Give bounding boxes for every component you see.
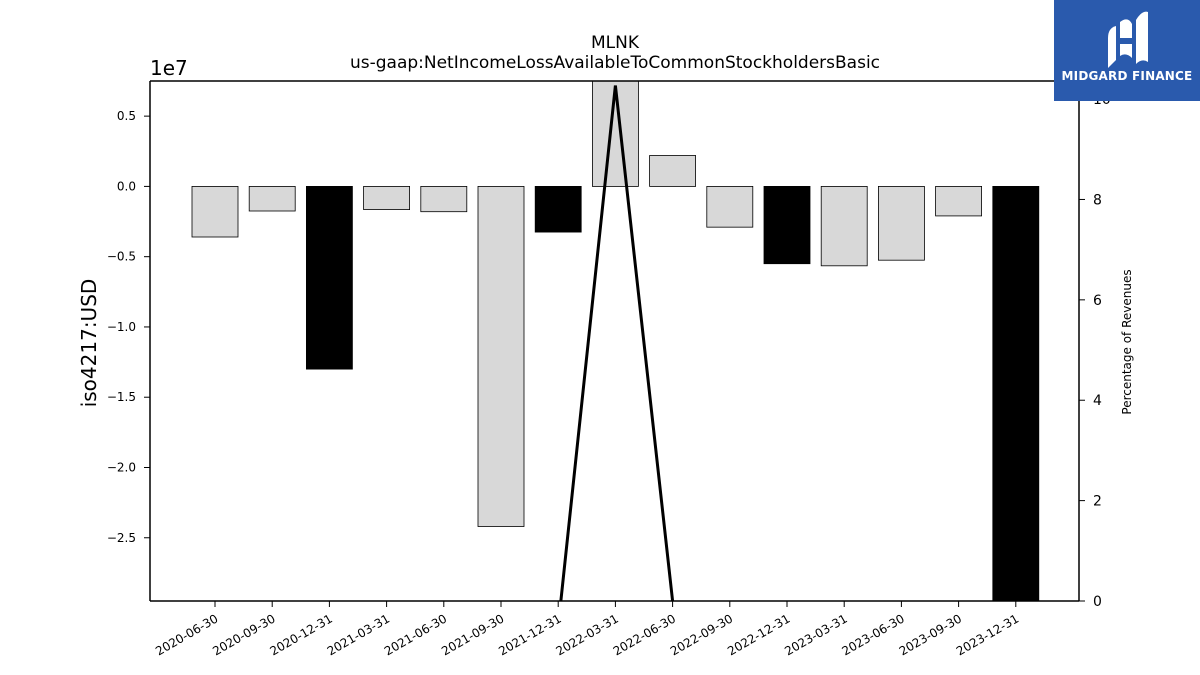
chart-title: MLNK [591,33,640,53]
bar-2020-12-31 [305,186,353,370]
logo-text: MIDGARD FINANCE [1061,69,1193,83]
bar-2021-03-31 [363,186,411,210]
bar-2020-06-30 [191,186,239,238]
y-tick-label: 0.5 [117,109,136,123]
x-tick-label: 2021-09-30 [439,611,506,658]
bar-2023-03-31 [820,186,868,267]
y-axis-right-label: Percentage of Revenues [1120,269,1134,414]
x-tick-label: 2021-03-31 [325,611,392,658]
bar-2021-12-31 [534,186,582,233]
x-tick-label: 2021-06-30 [382,611,449,658]
x-tick-label: 2022-12-31 [725,611,792,658]
bar-2020-09-30 [248,186,296,212]
bar-2023-06-30 [878,186,925,261]
y-right-tick-label: 6 [1093,293,1102,309]
y-tick-label: −0.5 [107,250,136,264]
y-ticks-left: 0.5 0.0 −0.5 −1.0 −1.5 −2.0 −2.5 [107,109,150,545]
percentage-of-revenues-line [559,85,675,601]
bars-group [191,81,1040,601]
y-tick-label: −1.5 [107,390,136,404]
chart-subtitle: us-gaap:NetIncomeLossAvailableToCommonSt… [350,53,880,73]
axes-group [149,80,1080,602]
y-tick-label: −2.5 [107,531,136,545]
midgard-finance-logo: MIDGARD FINANCE [1054,0,1200,101]
midgard-logo-icon [1108,11,1148,68]
y-offset-text: 1e7 [150,56,188,80]
x-tick-label: 2023-12-31 [954,611,1021,658]
y-tick-label: −2.0 [107,460,136,474]
y-right-tick-label: 4 [1093,393,1102,409]
x-tick-label: 2022-06-30 [611,611,678,658]
x-tick-label: 2023-09-30 [897,611,964,658]
bar-2022-09-30 [706,186,754,228]
bar-2023-09-30 [935,186,982,217]
bar-2021-06-30 [420,186,468,213]
x-tick-label: 2023-03-31 [782,611,849,658]
x-tick-label: 2020-09-30 [210,611,277,658]
x-ticks: 2020-06-302020-09-302020-12-312021-03-31… [153,601,1021,658]
y-ticks-right: 0246810 [1079,92,1111,610]
bar-2023-12-31 [992,186,1040,601]
bar-2022-06-30 [649,155,696,187]
x-tick-label: 2022-09-30 [668,611,735,658]
bar-2021-09-30 [477,186,525,527]
x-tick-label: 2020-12-31 [267,611,334,658]
y-right-tick-label: 0 [1093,594,1102,610]
line-series-group [559,85,675,601]
bar-2022-12-31 [763,186,811,265]
x-tick-label: 2021-12-31 [496,611,563,658]
x-tick-label: 2020-06-30 [153,611,220,658]
y-right-tick-label: 8 [1093,192,1102,208]
y-tick-label: 0.0 [117,179,136,193]
y-tick-label: −1.0 [107,320,136,334]
y-right-tick-label: 2 [1093,494,1102,510]
x-tick-label: 2022-03-31 [553,611,620,658]
x-tick-label: 2023-06-30 [839,611,906,658]
y-axis-label: iso4217:USD [77,279,101,408]
